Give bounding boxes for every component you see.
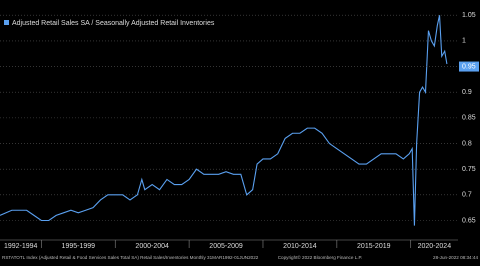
x-band-label: 2020-2024 bbox=[418, 243, 452, 250]
last-value-label: 0.95 bbox=[462, 63, 476, 70]
x-band-label: 2005-2009 bbox=[209, 243, 243, 250]
x-band-label: 2010-2014 bbox=[283, 243, 317, 250]
legend-label: Adjusted Retail Sales SA / Seasonally Ad… bbox=[12, 20, 215, 27]
y-tick-label: 0.75 bbox=[462, 166, 476, 173]
x-band-label: 1995-1999 bbox=[62, 243, 96, 250]
footer-timestamp: 28-Jun-2022 08:34:44 bbox=[433, 255, 478, 260]
y-tick-label: 0.85 bbox=[462, 115, 476, 122]
footer-source: RSTATOTL Index (Adjusted Retail & Food S… bbox=[2, 255, 259, 260]
y-tick-label: 1.05 bbox=[462, 12, 476, 19]
y-tick-label: 1 bbox=[462, 38, 466, 45]
x-band-label: 2000-2004 bbox=[135, 243, 169, 250]
y-tick-label: 0.9 bbox=[462, 89, 472, 96]
y-tick-label: 0.65 bbox=[462, 217, 476, 224]
x-band-label: 2015-2019 bbox=[357, 243, 391, 250]
y-tick-label: 0.8 bbox=[462, 140, 472, 147]
line-series bbox=[0, 15, 448, 226]
x-band-label: 1992-1994 bbox=[4, 243, 38, 250]
footer-copyright: Copyright© 2022 Bloomberg Finance L.P. bbox=[278, 254, 363, 260]
last-value-box bbox=[459, 61, 479, 72]
legend-swatch bbox=[4, 20, 9, 25]
y-tick-label: 0.7 bbox=[462, 192, 472, 199]
